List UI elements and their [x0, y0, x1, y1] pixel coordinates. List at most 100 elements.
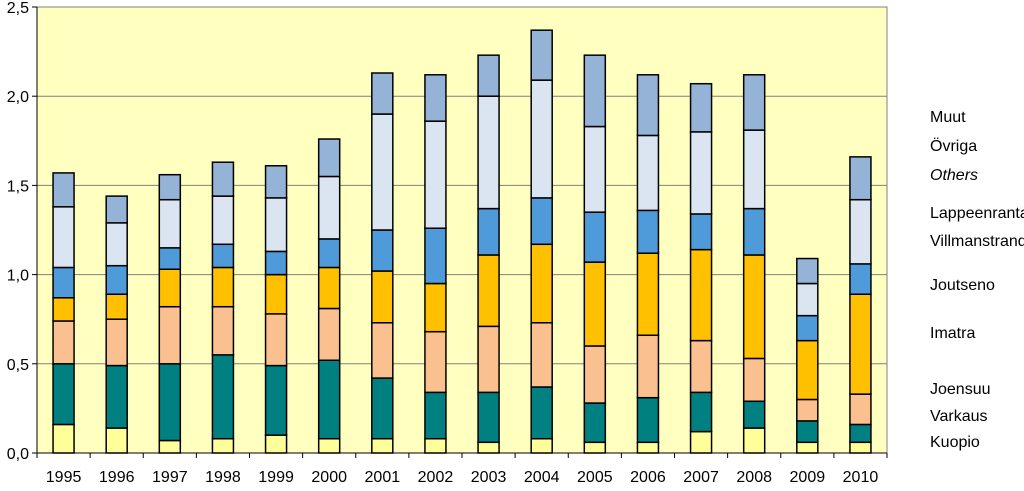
legend-imatra: Imatra — [930, 325, 975, 342]
bar-segment — [849, 441, 872, 454]
bar-segment — [530, 322, 553, 388]
legend-kuopio: Kuopio — [930, 434, 980, 451]
bar-segment — [158, 173, 182, 201]
legend-lappeenranta: Lappeenranta — [930, 205, 1024, 222]
bar-segment — [52, 266, 75, 299]
bar-segment — [849, 156, 872, 201]
x-tick-label: 2009 — [790, 469, 826, 486]
bar-segment — [264, 434, 288, 454]
legend-villmanstrand: Villmanstrand — [930, 233, 1024, 250]
y-tick-label: 1,5 — [7, 178, 29, 195]
bar-segment — [317, 437, 341, 454]
bar-segment — [424, 227, 447, 285]
bar-segment — [583, 211, 607, 263]
bar-segment — [583, 54, 607, 128]
bar-segment — [583, 345, 607, 404]
y-tick-label: 1,0 — [7, 268, 29, 285]
bar-segment — [689, 82, 713, 133]
bar-segment — [849, 263, 872, 295]
bar-segment — [264, 165, 288, 199]
x-tick-label: 2007 — [683, 469, 719, 486]
bar-segment — [689, 248, 713, 342]
bar-segment — [636, 252, 660, 336]
bar-segment — [371, 437, 394, 454]
bar-segment — [264, 313, 288, 367]
bar-segment — [371, 377, 394, 440]
y-axis: 0,0 0,5 1,0 1,5 2,0 2,5 — [7, 0, 38, 463]
bar-segment — [477, 207, 500, 256]
bar-segment — [742, 129, 766, 210]
bar-segment — [689, 213, 713, 251]
bar-segment — [636, 209, 660, 254]
bar-segment — [742, 74, 766, 131]
bar-segment — [317, 138, 341, 178]
bar-segment — [583, 441, 607, 454]
bar-segment — [689, 430, 713, 454]
bar-segment — [52, 423, 75, 454]
bar-segment — [530, 243, 553, 324]
bar-segment — [264, 364, 288, 436]
bar-segment — [477, 441, 500, 454]
bar-segment — [317, 266, 341, 310]
x-tick-label: 2002 — [418, 469, 454, 486]
bar-segment — [742, 254, 766, 360]
bar-segment — [211, 195, 235, 246]
legend-joutseno: Joutseno — [930, 277, 995, 294]
bar-segment — [636, 396, 660, 444]
bar-segment — [636, 334, 660, 399]
x-tick-label: 2000 — [311, 469, 347, 486]
bar-segment — [477, 391, 500, 444]
bar-segment — [211, 437, 235, 454]
bar-segment — [796, 339, 819, 401]
bar-segment — [105, 318, 128, 367]
bar-segment — [424, 282, 447, 333]
bar-segment — [264, 250, 288, 276]
bar-segment — [796, 282, 819, 317]
bar-segment — [211, 266, 235, 308]
bar-segment — [530, 79, 553, 199]
bar-segment — [849, 423, 872, 444]
bar-segment — [158, 268, 182, 308]
legend-varkaus: Varkaus — [930, 408, 988, 425]
bar-segment — [689, 131, 713, 215]
legend-joensuu: Joensuu — [930, 381, 991, 398]
legend-ovriga: Övriga — [930, 137, 977, 155]
bar-segment — [158, 247, 182, 270]
bar-segment — [796, 420, 819, 444]
bar-segment — [742, 400, 766, 429]
bar-segment — [636, 441, 660, 454]
bar-segment — [424, 437, 447, 454]
x-tick-label: 2010 — [843, 469, 879, 486]
bar-segment — [105, 293, 128, 320]
bar-segment — [371, 72, 394, 115]
x-tick-label: 2008 — [736, 469, 772, 486]
bar-segment — [371, 270, 394, 324]
legend: Muut Övriga Others Lappeenranta Villmans… — [930, 109, 1024, 451]
bar-segment — [158, 305, 182, 365]
bar-segment — [105, 222, 128, 267]
bar-segment — [317, 175, 341, 240]
bar-segment — [583, 402, 607, 444]
bar-segment — [105, 195, 128, 224]
y-tick-label: 0,0 — [7, 446, 29, 463]
legend-others: Others — [930, 167, 978, 184]
bar-segment — [158, 198, 182, 249]
x-tick-label: 2001 — [365, 469, 401, 486]
bar-segment — [477, 54, 500, 97]
bar-segment — [583, 125, 607, 213]
bar-segment — [530, 29, 553, 81]
bar-segment — [264, 197, 288, 253]
bar-segment — [317, 307, 341, 361]
bar-segment — [636, 74, 660, 137]
bar-segment — [849, 198, 872, 265]
bar-segment — [796, 441, 819, 454]
x-tick-label: 2006 — [630, 469, 666, 486]
bar-segment — [211, 161, 235, 197]
bar-segment — [158, 439, 182, 454]
x-tick-label: 2004 — [524, 469, 560, 486]
y-tick-label: 2,0 — [7, 89, 29, 106]
bar-segment — [796, 257, 819, 285]
y-tick-label: 2,5 — [7, 0, 29, 17]
y-tick-label: 0,5 — [7, 357, 29, 374]
bar-segment — [849, 293, 872, 395]
